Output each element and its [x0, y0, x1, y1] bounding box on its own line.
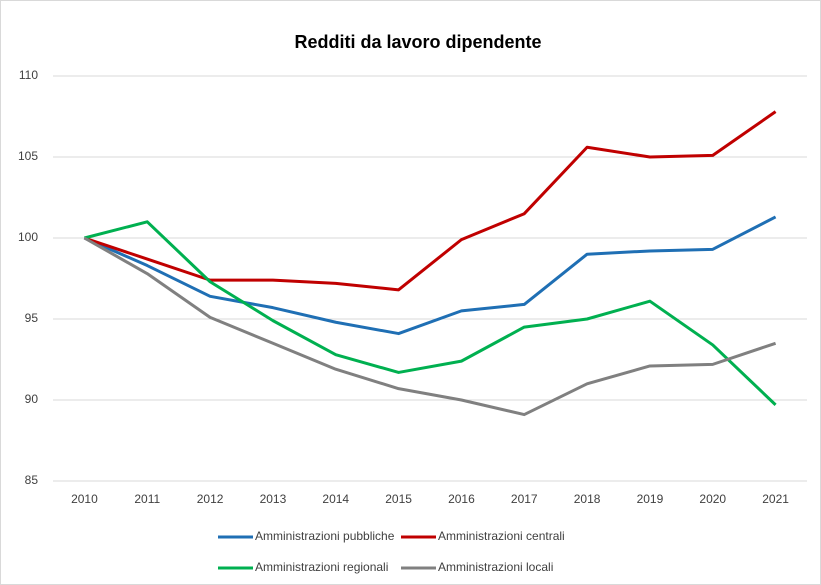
x-tick-label: 2017 [511, 492, 538, 506]
legend-label: Amministrazioni pubbliche [255, 529, 395, 543]
legend-label: Amministrazioni centrali [438, 529, 565, 543]
legend-label: Amministrazioni locali [438, 560, 553, 574]
x-tick-label: 2021 [762, 492, 789, 506]
y-tick-label: 105 [18, 149, 38, 163]
y-tick-label: 85 [25, 473, 39, 487]
y-tick-label: 95 [25, 311, 39, 325]
line-series [84, 220, 777, 406]
y-tick-label: 90 [25, 392, 39, 406]
line-series [83, 236, 777, 417]
x-tick-label: 2012 [197, 492, 224, 506]
chart-title: Redditi da lavoro dipendente [294, 32, 541, 52]
x-tick-label: 2019 [637, 492, 664, 506]
line-series [83, 215, 777, 336]
x-tick-label: 2010 [71, 492, 98, 506]
y-tick-label: 110 [19, 68, 38, 82]
line-series [83, 110, 777, 292]
x-tick-label: 2015 [385, 492, 412, 506]
x-tick-label: 2018 [574, 492, 601, 506]
legend-label: Amministrazioni regionali [255, 560, 388, 574]
x-tick-label: 2020 [699, 492, 726, 506]
x-tick-label: 2014 [322, 492, 349, 506]
x-tick-label: 2016 [448, 492, 475, 506]
x-tick-label: 2011 [134, 492, 160, 506]
x-tick-label: 2013 [260, 492, 287, 506]
y-tick-label: 100 [18, 230, 38, 244]
